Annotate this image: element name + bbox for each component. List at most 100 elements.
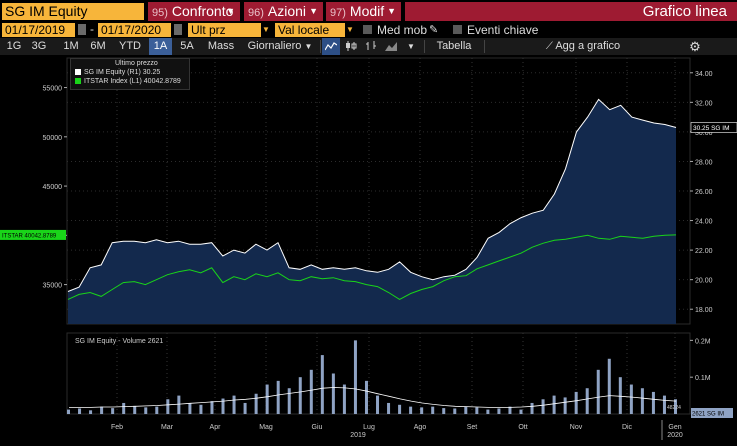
volume-bar	[353, 340, 357, 414]
confronto-menu[interactable]: 95) Confronto ▼	[148, 2, 240, 21]
volume-bar	[232, 395, 236, 414]
volume-bar	[387, 402, 391, 414]
toolbar-divider	[484, 40, 485, 53]
legend-row-sg: SG IM Equity (R1) 30.25	[75, 69, 160, 76]
med-mob-label: Med mob	[377, 23, 428, 37]
period-ytd[interactable]: YTD	[119, 40, 141, 52]
volume-bar	[376, 395, 380, 414]
bar-chart-icon[interactable]	[362, 38, 380, 55]
gear-icon[interactable]: ⚙	[689, 39, 701, 54]
azioni-menu[interactable]: 96) Azioni ▼	[244, 2, 323, 21]
confronto-menu-label: Confronto	[171, 3, 234, 19]
calendar-icon[interactable]	[78, 24, 86, 35]
volume-bar	[662, 395, 666, 414]
left-axis-label: 50000	[43, 135, 63, 142]
chevron-down-icon: ▼	[226, 6, 235, 16]
volume-bar	[674, 399, 677, 414]
volume-last-label-box	[691, 408, 733, 418]
med-mob-checkbox[interactable]	[363, 25, 372, 34]
candle-chart-icon[interactable]	[342, 38, 360, 55]
chevron-down-icon: ▼	[407, 42, 415, 51]
volume-bar	[342, 384, 346, 414]
volume-bar	[254, 393, 258, 414]
itstar-index-line	[67, 234, 677, 300]
volume-axis-label: 0.1M	[695, 375, 711, 382]
period-mass[interactable]: Mass	[207, 40, 235, 52]
legend-itstar-label: ITSTAR Index (L1) 40042.8789	[84, 78, 181, 85]
table-button[interactable]: Tabella	[436, 40, 472, 52]
volume-bar	[497, 408, 501, 414]
legend-header: Ultimo prezzo	[115, 60, 158, 67]
price-field-value: Ult prz	[191, 23, 226, 37]
volume-bar	[585, 388, 589, 414]
currency-select[interactable]: Val locale ▼	[275, 23, 355, 37]
modif-menu-label: Modif	[349, 3, 385, 19]
page-title: Grafico linea	[405, 2, 737, 21]
x-tick-label: Set	[467, 424, 478, 431]
date-separator: -	[90, 22, 94, 36]
calendar-icon[interactable]	[174, 24, 182, 35]
legend-sg-label: SG IM Equity (R1) 30.25	[84, 69, 161, 76]
volume-axis-label: 0.2M	[695, 338, 711, 345]
mountain-chart-icon[interactable]	[382, 38, 400, 55]
right-axis-label: 22.00	[695, 248, 713, 255]
chart-legend: Ultimo prezzo SG IM Equity (R1) 30.25 IT…	[70, 58, 190, 90]
sg-area-fill	[68, 99, 676, 325]
volume-bar	[442, 408, 446, 414]
x-tick-label: Giu	[312, 424, 323, 431]
pencil-icon[interactable]: ✎	[429, 24, 439, 36]
last-index-label-box	[0, 229, 66, 240]
volume-bar	[210, 401, 214, 414]
confronto-menu-number: 95)	[152, 7, 168, 19]
line-chart-icon[interactable]	[322, 38, 340, 55]
volume-bar	[508, 406, 512, 414]
chevron-down-icon: ▼	[304, 42, 313, 51]
chart-type-dropdown[interactable]: ▼	[402, 38, 420, 55]
azioni-menu-label: Azioni	[267, 3, 307, 19]
volume-bar	[464, 406, 468, 414]
line-chart-icon-graphic	[324, 42, 338, 51]
azioni-menu-number: 96)	[248, 7, 264, 19]
volume-bar	[409, 406, 413, 414]
volume-bar	[287, 388, 291, 414]
date-to-field[interactable]: 01/17/2020	[98, 23, 171, 37]
volume-bar	[243, 402, 247, 414]
period-6m[interactable]: 6M	[90, 40, 106, 52]
right-axis-label: 32.00	[695, 100, 713, 107]
x-tick-label: Dic	[622, 424, 633, 431]
volume-bar	[364, 380, 368, 414]
chevron-down-icon: ▼	[309, 6, 318, 16]
volume-bar	[122, 402, 126, 414]
period-1m[interactable]: 1M	[63, 40, 79, 52]
volume-bar	[552, 395, 556, 414]
volume-last-label: 2621 SG IM	[692, 412, 724, 418]
date-from-field[interactable]: 01/17/2019	[2, 23, 75, 37]
left-axis-label: 45000	[43, 184, 63, 191]
legend-swatch-sg	[75, 69, 81, 76]
period-1g[interactable]: 1G	[6, 40, 22, 52]
volume-bar	[309, 369, 313, 414]
x-tick-label: Lug	[363, 424, 375, 431]
volume-bar	[596, 369, 600, 414]
eventi-checkbox[interactable]	[453, 25, 462, 34]
right-axis-label: 24.00	[695, 219, 713, 226]
ticker-field[interactable]: SG IM Equity	[2, 3, 144, 20]
volume-bar	[177, 395, 181, 414]
volume-bar	[618, 377, 622, 414]
volume-bar	[640, 388, 644, 414]
period-5a[interactable]: 5A	[180, 40, 194, 52]
volume-bar	[221, 398, 225, 414]
volume-bar	[188, 402, 192, 414]
frequency-select[interactable]: Giornaliero ▼	[242, 38, 318, 55]
period-3g[interactable]: 3G	[31, 40, 47, 52]
add-to-chart-button[interactable]: ⟋ Agg a grafico	[533, 38, 633, 55]
modif-menu[interactable]: 97) Modif ▼	[326, 2, 401, 21]
volume-bar	[155, 406, 159, 414]
right-axis-label: 20.00	[695, 278, 713, 285]
right-axis-label: 30.00	[695, 130, 713, 137]
last-price-label-box	[690, 122, 737, 133]
volume-bar	[100, 406, 104, 414]
price-field-select[interactable]: Ult prz ▼	[188, 23, 271, 37]
period-1a[interactable]: 1A	[149, 38, 172, 55]
volume-bar	[398, 404, 402, 414]
